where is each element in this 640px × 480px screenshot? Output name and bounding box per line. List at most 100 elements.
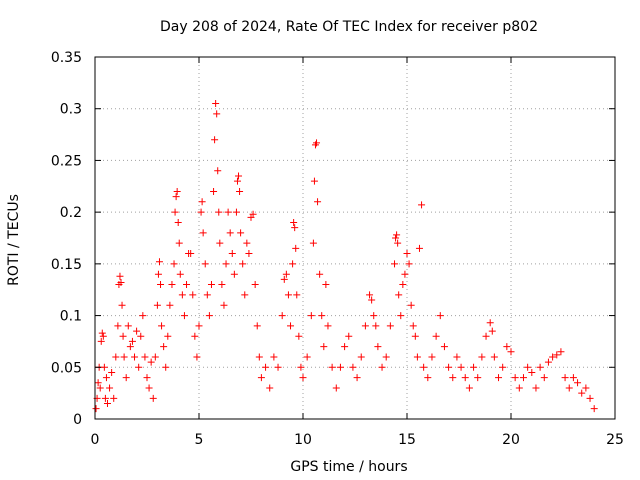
data-point-marker (574, 379, 582, 387)
data-point-marker (222, 260, 230, 268)
data-point-marker (257, 374, 265, 382)
data-point-marker (160, 343, 168, 351)
data-point-marker (314, 198, 322, 206)
data-point-marker (284, 291, 292, 299)
y-tick-label: 0.2 (60, 205, 82, 221)
data-point-marker (230, 270, 238, 278)
x-tick-label: 20 (502, 432, 520, 448)
data-point-marker (549, 353, 557, 361)
y-tick-label: 0.35 (51, 50, 82, 66)
data-point-marker (157, 281, 165, 289)
data-point-marker (544, 358, 552, 366)
data-point-marker (282, 270, 290, 278)
data-point-marker (197, 208, 205, 216)
data-point-marker (187, 250, 195, 258)
data-point-marker (175, 239, 183, 247)
data-point-marker (424, 374, 432, 382)
data-point-marker (239, 260, 247, 268)
data-point-marker (482, 332, 490, 340)
data-point-marker (280, 275, 288, 283)
data-point-marker (211, 136, 219, 144)
data-point-marker (126, 343, 134, 351)
data-point-marker (490, 353, 498, 361)
data-point-marker (394, 239, 402, 247)
data-point-marker (139, 312, 147, 320)
data-point-marker (119, 332, 127, 340)
data-point-marker (213, 110, 221, 118)
data-point-marker (278, 312, 286, 320)
data-point-marker (299, 374, 307, 382)
data-point-marker (303, 353, 311, 361)
data-point-marker (253, 322, 261, 330)
data-point-marker (137, 332, 145, 340)
x-tick-label: 25 (606, 432, 624, 448)
data-point-marker (353, 374, 361, 382)
data-point-marker (445, 363, 453, 371)
data-point-marker (237, 229, 245, 237)
data-point-marker (292, 244, 300, 252)
data-point-marker (395, 291, 403, 299)
data-point-marker (374, 343, 382, 351)
data-point-marker (449, 374, 457, 382)
data-point-marker (266, 384, 274, 392)
data-point-marker (174, 218, 182, 226)
data-point-marker (151, 353, 159, 361)
data-point-marker (405, 260, 413, 268)
data-point-marker (382, 353, 390, 361)
data-point-marker (120, 353, 128, 361)
data-point-marker (193, 353, 201, 361)
data-point-marker (393, 231, 401, 239)
y-tick-label: 0.05 (51, 360, 82, 376)
data-point-marker (307, 312, 315, 320)
data-point-marker (507, 348, 515, 356)
data-point-marker (391, 260, 399, 268)
data-point-marker (176, 270, 184, 278)
data-point-marker (457, 363, 465, 371)
data-point-marker (349, 363, 357, 371)
data-point-marker (287, 322, 295, 330)
y-tick-label: 0 (73, 412, 82, 428)
data-point-marker (409, 322, 417, 330)
data-point-marker (101, 394, 109, 402)
data-point-marker (149, 394, 157, 402)
data-point-marker (147, 358, 155, 366)
data-point-marker (540, 374, 548, 382)
data-point-marker (178, 291, 186, 299)
data-point-marker (470, 363, 478, 371)
data-point-marker (154, 270, 162, 278)
data-point-marker (236, 187, 244, 195)
data-point-marker (290, 218, 298, 226)
data-point-marker (155, 258, 163, 266)
data-point-marker (96, 384, 104, 392)
data-point-marker (173, 187, 181, 195)
data-point-marker (403, 250, 411, 258)
data-point-marker (397, 312, 405, 320)
data-point-marker (318, 312, 326, 320)
data-point-marker (189, 291, 197, 299)
data-point-marker (532, 384, 540, 392)
data-point-marker (418, 201, 426, 209)
data-point-marker (401, 270, 409, 278)
data-point-marker (203, 291, 211, 299)
data-point-marker (164, 332, 172, 340)
data-point-marker (432, 332, 440, 340)
y-tick-label: 0.1 (60, 309, 82, 325)
data-point-marker (399, 281, 407, 289)
data-point-marker (293, 291, 301, 299)
x-tick-label: 0 (91, 432, 100, 448)
data-point-marker (332, 384, 340, 392)
data-point-marker (198, 198, 206, 206)
data-point-marker (386, 322, 394, 330)
data-point-marker (322, 281, 330, 289)
data-point-marker (524, 363, 532, 371)
data-point-marker (420, 363, 428, 371)
y-tick-label: 0.25 (51, 153, 82, 169)
data-point-marker (235, 172, 243, 180)
data-point-marker (291, 224, 299, 232)
data-point-marker (233, 177, 241, 185)
data-point-marker (415, 244, 423, 252)
data-point-marker (313, 139, 321, 147)
data-point-marker (565, 384, 573, 392)
data-point-marker (212, 100, 220, 108)
